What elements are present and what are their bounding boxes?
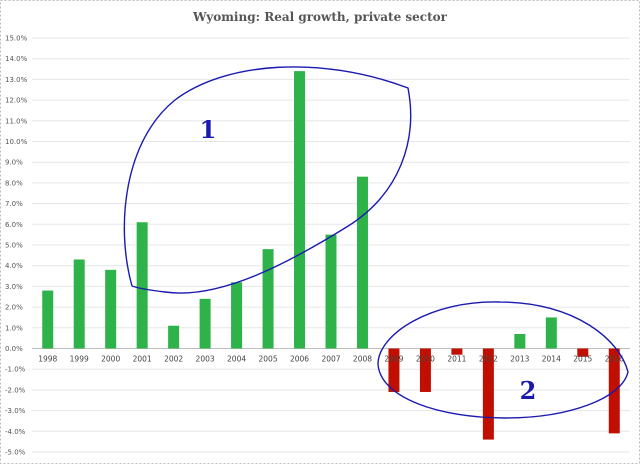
y-tick-label: 3.0% [5, 283, 23, 291]
y-tick-label: 10.0% [5, 138, 28, 146]
x-tick-label: 2007 [321, 355, 340, 364]
bar-2008 [356, 176, 368, 349]
y-tick-label: 8.0% [5, 179, 23, 187]
bar-2003 [199, 298, 211, 349]
bar-2011 [451, 348, 463, 355]
x-axis-ticks: 1998 1999 2000 2001 2002 2003 2004 2005 2006 2007… [38, 355, 624, 364]
y-tick-label: 12.0% [5, 97, 28, 105]
bar-2006 [294, 71, 306, 349]
x-tick-label: 2004 [227, 355, 246, 364]
y-tick-label: -5.0% [5, 449, 26, 457]
annotation-ellipse-2 [377, 301, 629, 419]
bar-2007 [325, 234, 337, 349]
bar-2015 [577, 348, 589, 357]
x-tick-label: 1998 [38, 355, 57, 364]
x-tick-label: 2014 [542, 355, 561, 364]
y-tick-label: 6.0% [5, 221, 23, 229]
y-tick-label: -3.0% [5, 407, 26, 415]
x-tick-label: 2006 [290, 355, 309, 364]
annotations: 1 2 [123, 66, 629, 419]
y-tick-label: 5.0% [5, 242, 23, 250]
y-axis-ticks: 15.0% 14.0% 13.0% 12.0% 11.0% 10.0% 9.0% 8.0% 7.… [5, 35, 28, 457]
y-tick-label: 2.0% [5, 304, 23, 312]
y-tick-label: -1.0% [5, 366, 26, 374]
bar-2002 [168, 325, 180, 349]
y-tick-label: 15.0% [5, 35, 28, 43]
x-tick-label: 2016 [605, 355, 624, 364]
annotation-ellipse-1 [123, 66, 412, 294]
bar-2005 [262, 249, 274, 349]
y-tick-label: -4.0% [5, 428, 26, 436]
y-tick-label: 11.0% [5, 117, 28, 125]
chart-title: Wyoming: Real growth, private sector [192, 10, 448, 24]
x-tick-label: 2010 [416, 355, 435, 364]
x-tick-label: 2001 [133, 355, 152, 364]
bar-2001 [136, 222, 148, 349]
x-tick-label: 2011 [447, 355, 466, 364]
annotation-label-2: 2 [520, 376, 537, 405]
x-tick-label: 1999 [70, 355, 89, 364]
x-tick-label: 2005 [259, 355, 278, 364]
y-tick-label: 14.0% [5, 55, 28, 63]
y-tick-label: 0.0% [5, 345, 23, 353]
y-tick-label: -2.0% [5, 386, 26, 394]
x-tick-label: 2013 [510, 355, 529, 364]
y-tick-label: 1.0% [5, 324, 23, 332]
x-tick-label: 2009 [384, 355, 403, 364]
x-tick-label: 2002 [164, 355, 183, 364]
bar-1999 [73, 259, 85, 349]
y-tick-label: 13.0% [5, 76, 28, 84]
bars [42, 71, 620, 440]
bar-2000 [105, 269, 117, 349]
bar-2012 [482, 348, 494, 440]
bar-2013 [514, 334, 526, 349]
y-tick-label: 7.0% [5, 200, 23, 208]
y-tick-label: 4.0% [5, 262, 23, 270]
bar-2010 [419, 348, 431, 392]
bar-2004 [231, 282, 243, 349]
annotation-label-1: 1 [200, 115, 217, 144]
bar-2014 [545, 317, 557, 349]
x-tick-label: 2008 [353, 355, 372, 364]
y-tick-label: 9.0% [5, 159, 23, 167]
x-tick-label: 2015 [573, 355, 592, 364]
x-tick-label: 2012 [479, 355, 498, 364]
bar-1998 [42, 290, 54, 349]
bar-2009 [388, 348, 400, 392]
x-tick-label: 2003 [196, 355, 215, 364]
x-tick-label: 2000 [101, 355, 120, 364]
